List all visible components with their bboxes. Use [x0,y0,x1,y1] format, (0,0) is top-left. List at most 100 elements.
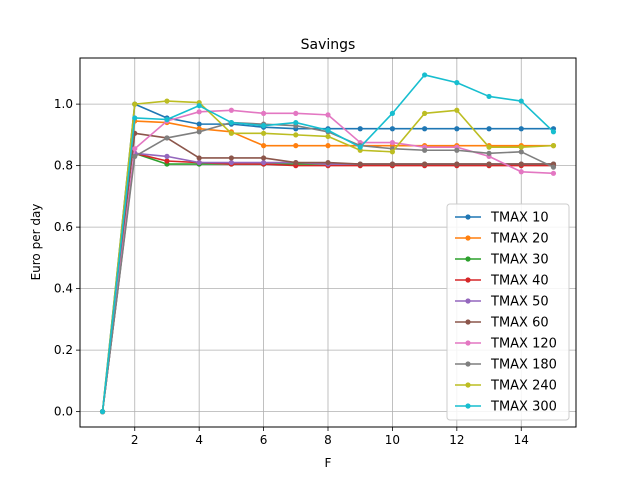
data-point [164,116,170,123]
series-tmax-240 [99,98,557,415]
data-point [422,161,428,167]
x-tick-label: 8 [324,433,332,447]
legend-swatch-marker [465,382,471,388]
data-point [293,132,299,138]
data-point [486,150,492,156]
data-point [293,119,299,126]
data-point [550,170,557,176]
data-point [164,98,170,104]
legend-swatch-marker [465,403,471,409]
data-point [132,153,138,159]
data-point [518,144,524,150]
data-point [293,143,299,149]
data-point [454,126,460,132]
legend-label: TMAX 40 [490,274,549,289]
data-point [357,144,363,150]
data-point [260,143,267,149]
data-point [518,169,524,175]
x-tick-label: 12 [449,433,464,447]
data-point [389,161,396,167]
x-tick-label: 2 [131,433,139,447]
legend-label: TMAX 20 [490,232,549,247]
legend-label: TMAX 30 [490,253,549,268]
data-point [260,159,267,166]
data-point [325,133,331,140]
data-point [454,147,460,153]
data-point [196,121,202,127]
data-point [357,126,363,132]
x-tick-label: 4 [195,433,203,447]
data-point [486,161,492,167]
legend-swatch-marker [465,235,471,241]
chart-title: Savings [301,37,356,53]
legend-box [446,203,570,421]
data-point [228,119,234,126]
series-tmax-300 [99,72,557,415]
data-point [196,155,202,161]
legend-label: TMAX 10 [490,211,549,226]
legend-swatch-marker [465,298,471,304]
data-point [389,139,396,146]
axis-ticks: 2 4 6 8 10 12 14 0.0 0.2 0.4 0.6 0.8 1.0 [54,97,529,447]
data-point [260,155,267,161]
y-tick-label: 0.8 [54,159,73,173]
data-point [228,159,234,166]
data-point [164,135,170,141]
data-point [518,149,524,155]
legend-swatch-marker [465,340,471,346]
legend-item: TMAX 50 [455,295,549,310]
data-point [486,144,492,150]
legend: TMAX 10 TMAX 20 TMAX 30 TMAX 40 TMAX 50 TMAX … [446,203,570,421]
legend-swatch-marker [465,319,471,325]
data-point [486,93,492,100]
x-tick-label: 14 [514,433,529,447]
data-point [422,72,428,78]
data-point [132,115,138,121]
data-point [357,161,363,167]
data-point [99,409,106,415]
legend-item: TMAX 240 [455,379,557,394]
data-point [228,130,234,136]
data-point [325,127,331,133]
data-point [228,107,234,113]
data-point [260,130,267,136]
data-point [260,110,267,116]
data-point [454,107,460,113]
data-point [550,164,557,170]
legend-label: TMAX 180 [490,358,557,373]
data-point [164,158,170,164]
data-point [164,153,170,159]
legend-item: TMAX 30 [455,253,549,268]
legend-label: TMAX 60 [490,316,549,331]
legend-item: TMAX 20 [455,232,549,247]
legend-item: TMAX 180 [455,358,557,373]
y-axis-label: Euro per day [29,204,43,281]
data-point [389,126,396,132]
legend-item: TMAX 10 [455,211,549,226]
y-tick-label: 0.6 [54,220,73,234]
legend-label: TMAX 50 [490,295,549,310]
data-point [454,80,460,86]
data-point [422,110,428,116]
data-point [228,155,234,161]
data-point [196,159,202,166]
legend-item: TMAX 300 [455,400,557,415]
data-point [196,129,202,135]
data-point [518,161,524,167]
series-layer [99,72,557,415]
x-axis-label: F [325,456,332,470]
legend-label: TMAX 300 [490,400,557,415]
y-tick-label: 1.0 [54,97,73,111]
legend-item: TMAX 120 [455,337,557,352]
data-point [132,101,138,107]
data-point [325,143,331,149]
data-point [454,161,460,167]
legend-item: TMAX 60 [455,316,549,331]
x-tick-label: 10 [385,433,400,447]
data-point [518,126,524,132]
data-point [325,159,331,166]
data-point [486,126,492,132]
x-tick-label: 6 [260,433,268,447]
legend-swatch-marker [465,277,471,283]
data-point [196,103,202,109]
